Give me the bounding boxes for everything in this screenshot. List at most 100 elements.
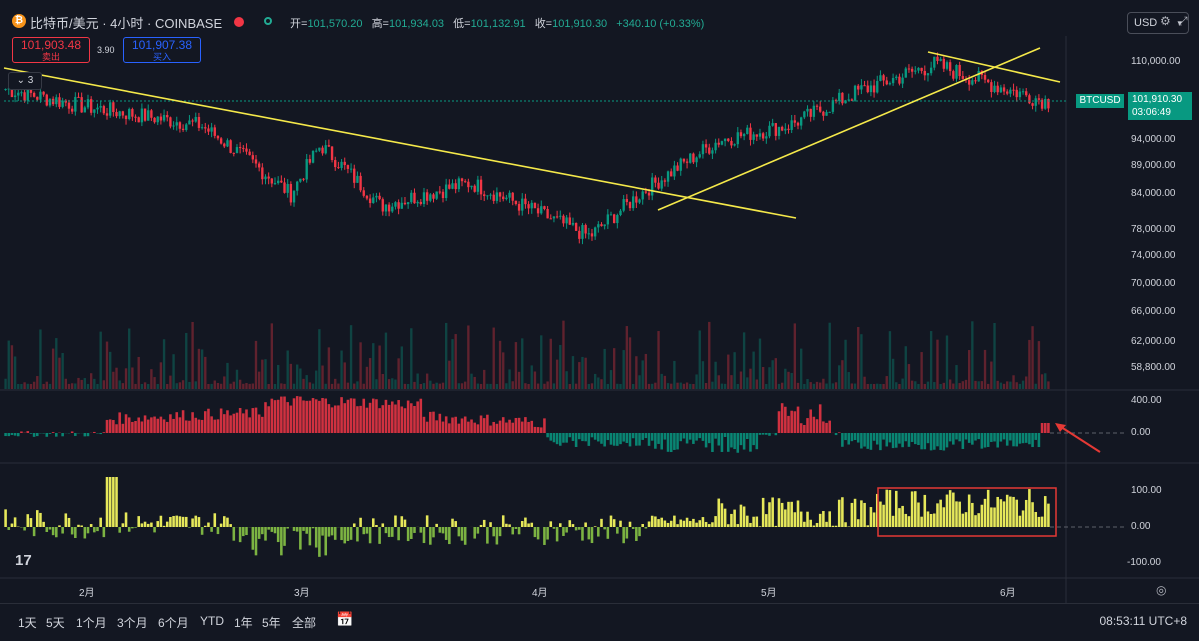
volume-bar bbox=[454, 334, 456, 389]
osc1-bar bbox=[350, 398, 353, 433]
fullscreen-icon[interactable]: ⤢ bbox=[1178, 14, 1188, 29]
osc1-bar bbox=[711, 433, 714, 452]
volume-bar bbox=[144, 382, 146, 389]
osc1-bar bbox=[166, 422, 169, 433]
osc2-bar bbox=[711, 522, 714, 527]
osc2-bar bbox=[483, 520, 486, 527]
osc2-bar bbox=[42, 522, 45, 527]
osc1-bar bbox=[695, 433, 698, 441]
osc2-bar bbox=[676, 524, 679, 527]
volume-bar bbox=[613, 348, 615, 389]
volume-bar bbox=[74, 383, 76, 389]
osc2-bar bbox=[175, 516, 178, 527]
osc2-bar bbox=[930, 514, 933, 527]
candle-body bbox=[648, 193, 650, 196]
volume-bar bbox=[445, 323, 447, 389]
osc2-bar bbox=[1015, 500, 1018, 527]
indicators-collapse-button[interactable]: ⌄ 3 bbox=[8, 72, 42, 90]
volume-bar bbox=[185, 333, 187, 389]
osc1-bar bbox=[499, 421, 502, 433]
osc2-bar bbox=[271, 527, 274, 532]
osc2-bar bbox=[435, 524, 438, 527]
osc1-bar bbox=[914, 433, 917, 444]
osc2-bar bbox=[927, 511, 930, 527]
calendar-icon[interactable]: 📅 bbox=[336, 611, 353, 628]
settings-gear-icon[interactable]: ⚙ bbox=[1160, 14, 1171, 28]
candle-body bbox=[372, 197, 374, 203]
osc2-bar bbox=[645, 527, 648, 529]
range-3m[interactable]: 3个月 bbox=[117, 614, 148, 631]
candle-body bbox=[556, 216, 558, 217]
osc1-bar bbox=[182, 410, 185, 433]
candle-body bbox=[210, 127, 212, 131]
osc2-bar bbox=[423, 527, 426, 543]
range-all[interactable]: 全部 bbox=[292, 614, 316, 631]
symbol-title[interactable]: 比特币/美元 · 4小时 · COINBASE bbox=[30, 13, 222, 32]
range-1m[interactable]: 1个月 bbox=[76, 614, 107, 631]
osc1-bar bbox=[1031, 433, 1034, 447]
volume-bar bbox=[752, 352, 754, 389]
candle-body bbox=[810, 109, 812, 117]
candle-body bbox=[642, 191, 644, 199]
osc1-bar bbox=[904, 433, 907, 441]
candle-body bbox=[1006, 92, 1008, 94]
volume-bar bbox=[892, 359, 894, 389]
candle-body bbox=[746, 128, 748, 134]
range-1d[interactable]: 1天 bbox=[18, 614, 37, 631]
range-5d[interactable]: 5天 bbox=[46, 614, 65, 631]
tradingview-logo[interactable]: 17 bbox=[15, 552, 32, 569]
osc2-bar bbox=[502, 515, 505, 527]
osc1-bar bbox=[99, 433, 102, 434]
volume-bar bbox=[838, 365, 840, 389]
range-6m[interactable]: 6个月 bbox=[158, 614, 189, 631]
osc1-bar bbox=[1006, 433, 1009, 446]
volume-bar bbox=[581, 357, 583, 389]
candle-body bbox=[109, 102, 111, 115]
chart-settings-icon[interactable]: ◎ bbox=[1156, 583, 1166, 597]
candle-body bbox=[315, 151, 317, 152]
osc1-bar bbox=[879, 433, 882, 450]
candle-body bbox=[645, 191, 647, 192]
osc1-bar bbox=[847, 433, 850, 445]
osc2-bar bbox=[749, 523, 752, 527]
range-5y[interactable]: 5年 bbox=[262, 614, 281, 631]
osc2-bar bbox=[825, 522, 828, 527]
candle-body bbox=[908, 68, 910, 69]
data-status-icon[interactable] bbox=[264, 17, 272, 25]
buy-button[interactable]: 101,907.38 买入 bbox=[123, 37, 201, 63]
candle-body bbox=[445, 185, 447, 198]
market-status-icon[interactable] bbox=[234, 17, 244, 27]
candle-body bbox=[816, 106, 818, 107]
osc2-bar bbox=[492, 527, 495, 536]
volume-bar bbox=[901, 379, 903, 389]
candle-body bbox=[540, 206, 542, 213]
volume-bar bbox=[692, 384, 694, 389]
candle-body bbox=[781, 127, 783, 131]
candle-body bbox=[185, 124, 187, 130]
osc2-bar bbox=[591, 527, 594, 543]
volume-bar bbox=[359, 342, 361, 389]
osc2-bar bbox=[686, 518, 689, 527]
price-axis-label: 84,000.00 bbox=[1131, 188, 1176, 199]
osc1-bar bbox=[987, 433, 990, 447]
volume-bar bbox=[423, 383, 425, 389]
candle-body bbox=[920, 68, 922, 71]
osc1-bar bbox=[432, 412, 435, 433]
osc1-bar bbox=[359, 406, 362, 433]
volume-bar bbox=[353, 384, 355, 389]
range-ytd[interactable]: YTD bbox=[200, 614, 224, 628]
osc1-bar bbox=[578, 433, 581, 439]
candle-body bbox=[702, 144, 704, 154]
candle-body bbox=[974, 80, 976, 81]
candle-body bbox=[201, 127, 203, 128]
candle-body bbox=[905, 68, 907, 77]
volume-bar bbox=[565, 371, 567, 389]
sell-button[interactable]: 101,903.48 卖出 bbox=[12, 37, 90, 63]
candle-body bbox=[515, 201, 517, 204]
clock[interactable]: 08:53:11 UTC+8 bbox=[1100, 614, 1188, 628]
volume-bar bbox=[524, 383, 526, 389]
range-1y[interactable]: 1年 bbox=[234, 614, 253, 631]
sell-price: 101,903.48 bbox=[13, 38, 89, 52]
osc1-bar bbox=[290, 406, 293, 433]
